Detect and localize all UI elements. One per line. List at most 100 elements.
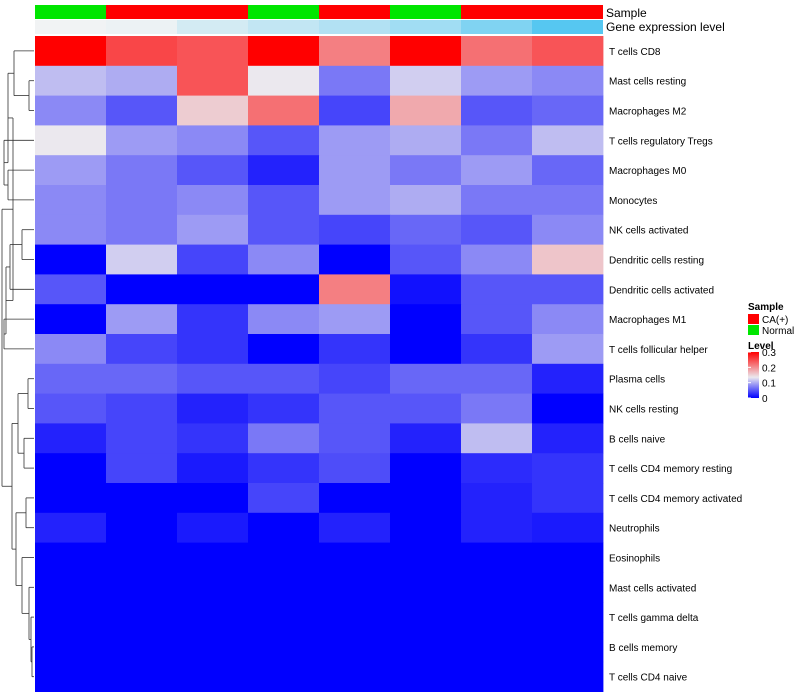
- legend-label-ca: CA(+): [762, 315, 788, 326]
- row-labels: T cells CD8 Mast cells resting Macrophages…: [609, 47, 742, 684]
- heatmap-cell: [390, 244, 462, 275]
- heatmap-cell: [35, 602, 107, 633]
- heatmap-cell: [248, 393, 320, 424]
- heatmap-cell: [35, 185, 107, 216]
- heatmap-cell: [319, 214, 391, 245]
- heatmap-cell: [177, 95, 249, 126]
- heatmap-cell: [390, 423, 462, 454]
- heatmap-cell: [177, 185, 249, 216]
- heatmap-cell: [177, 125, 249, 156]
- sample-annotation-cell: [248, 5, 319, 19]
- sample-annotation-cell: [390, 5, 461, 19]
- heatmap-cell: [106, 334, 178, 365]
- heatmap-cell: [177, 244, 249, 275]
- heatmap-cell: [390, 572, 462, 603]
- legend-tick-label: 0.2: [762, 363, 776, 374]
- heatmap-cell: [35, 363, 107, 394]
- heatmap-cell: [461, 661, 533, 692]
- heatmap-cell: [248, 244, 320, 275]
- heatmap-cell: [461, 334, 533, 365]
- heatmap-cell: [177, 393, 249, 424]
- heatmap-cell: [390, 393, 462, 424]
- heatmap-cell: [532, 95, 604, 126]
- legend-level-title: Level: [748, 341, 774, 352]
- legend-tick-label: 0: [762, 394, 768, 405]
- expression-annotation-cell: [461, 20, 532, 34]
- heatmap-cell: [532, 661, 604, 692]
- heatmap-cell: [35, 661, 107, 692]
- heatmap-cell: [461, 542, 533, 573]
- heatmap-cell: [390, 274, 462, 305]
- row-label: T cells follicular helper: [609, 345, 708, 356]
- heatmap-cell: [106, 185, 178, 216]
- heatmap-cell: [532, 602, 604, 633]
- row-label: Eosinophils: [609, 554, 660, 565]
- heatmap-cell: [177, 155, 249, 186]
- heatmap-cell: [106, 125, 178, 156]
- heatmap-cell: [177, 363, 249, 394]
- legend-sample-title: Sample: [748, 302, 784, 313]
- heatmap-cell: [390, 185, 462, 216]
- row-label: Macrophages M2: [609, 107, 687, 118]
- row-label: B cells memory: [609, 643, 677, 654]
- heatmap-cell: [319, 542, 391, 573]
- heatmap-cell: [177, 512, 249, 543]
- heatmap-cell: [319, 125, 391, 156]
- heatmap-cell: [319, 95, 391, 126]
- row-label: Mast cells resting: [609, 77, 686, 88]
- heatmap-cell: [248, 661, 320, 692]
- legend: Sample CA(+) Normal Level 0.3 0.2 0.1 0: [748, 302, 794, 405]
- row-label: Mast cells activated: [609, 583, 696, 594]
- heatmap-cell: [35, 95, 107, 126]
- heatmap-cell: [461, 393, 533, 424]
- heatmap-cell: [106, 512, 178, 543]
- heatmap-cell: [532, 244, 604, 275]
- heatmap-cell: [390, 483, 462, 514]
- heatmap-cell: [390, 602, 462, 633]
- heatmap-cells: [35, 36, 604, 692]
- heatmap-cell: [106, 95, 178, 126]
- heatmap-cell: [248, 334, 320, 365]
- heatmap-cell: [177, 304, 249, 335]
- expression-annotation-cell: [177, 20, 248, 34]
- heatmap-cell: [177, 632, 249, 663]
- expression-annotation-cell: [248, 20, 319, 34]
- heatmap-cell: [319, 334, 391, 365]
- heatmap-cell: [177, 572, 249, 603]
- heatmap-cell: [532, 155, 604, 186]
- heatmap-cell: [106, 155, 178, 186]
- heatmap-cell: [532, 512, 604, 543]
- heatmap-cell: [390, 125, 462, 156]
- heatmap-cell: [461, 244, 533, 275]
- heatmap-cell: [319, 363, 391, 394]
- heatmap-cell: [319, 453, 391, 484]
- heatmap-cell: [461, 423, 533, 454]
- heatmap-cell: [390, 542, 462, 573]
- heatmap-cell: [532, 363, 604, 394]
- heatmap-cell: [177, 36, 249, 67]
- heatmap-cell: [35, 304, 107, 335]
- row-label: T cells CD4 memory activated: [609, 494, 742, 505]
- heatmap-cell: [106, 632, 178, 663]
- heatmap-cell: [248, 125, 320, 156]
- heatmap-cell: [248, 65, 320, 96]
- heatmap-cell: [461, 125, 533, 156]
- heatmap-cell: [319, 661, 391, 692]
- heatmap-cell: [106, 393, 178, 424]
- heatmap-cell: [248, 363, 320, 394]
- heatmap-cell: [461, 95, 533, 126]
- heatmap-cell: [35, 512, 107, 543]
- heatmap-cell: [106, 602, 178, 633]
- heatmap-cell: [248, 155, 320, 186]
- heatmap-cell: [248, 453, 320, 484]
- sample-annotation-cell: [35, 5, 106, 19]
- heatmap-cell: [35, 632, 107, 663]
- row-label: T cells CD4 naive: [609, 673, 688, 684]
- heatmap-cell: [106, 214, 178, 245]
- heatmap-cell: [319, 304, 391, 335]
- legend-colorbar: [748, 352, 759, 398]
- expression-annotation-cell: [35, 20, 106, 34]
- heatmap-cell: [461, 363, 533, 394]
- heatmap-cell: [461, 453, 533, 484]
- heatmap-cell: [532, 274, 604, 305]
